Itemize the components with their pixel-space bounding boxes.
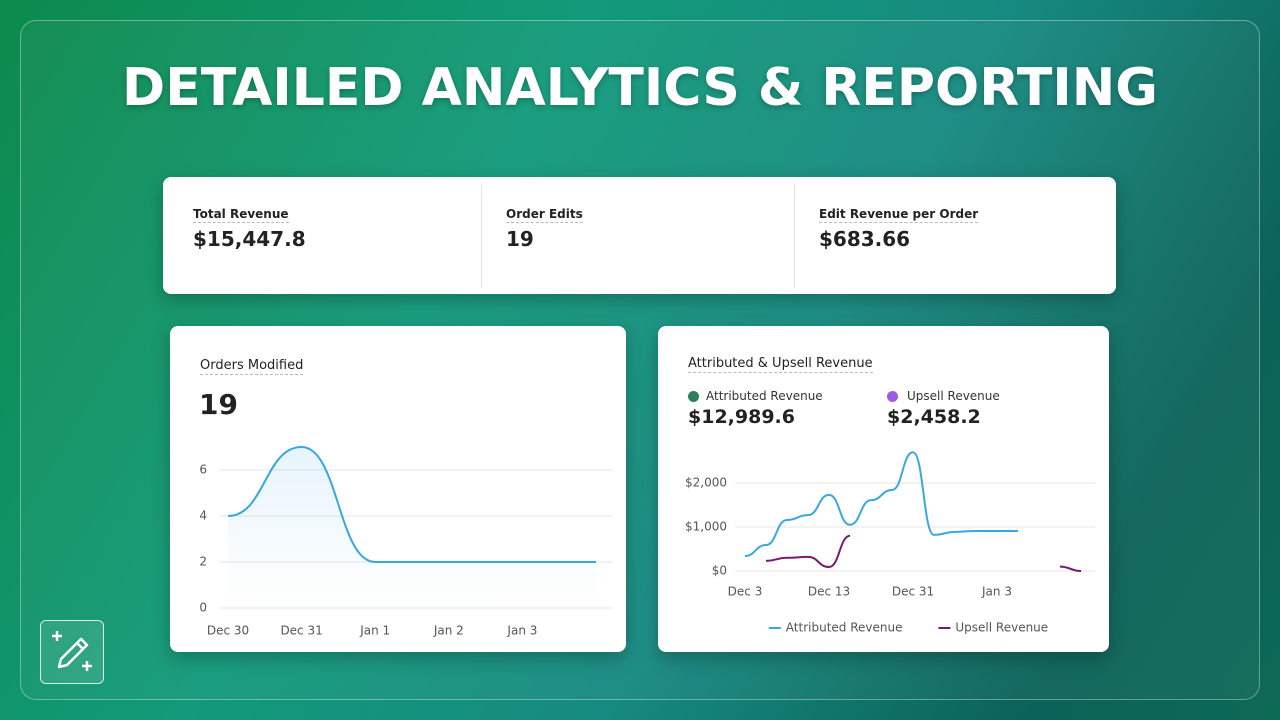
line xyxy=(744,451,1018,558)
kpi-label: Total Revenue xyxy=(193,207,289,223)
y-tick-label: 0 xyxy=(199,601,207,615)
app-icon xyxy=(40,620,104,684)
y-tick-label: $1,000 xyxy=(685,520,727,534)
kpi-card: Total Revenue $15,447.8 Order Edits 19 E… xyxy=(163,177,1116,294)
y-tick-label: $2,000 xyxy=(685,476,727,490)
x-tick-label: Dec 13 xyxy=(808,585,850,599)
y-tick-label: 4 xyxy=(199,509,207,523)
x-tick-label: Jan 2 xyxy=(433,624,464,638)
chart-title: Attributed & Upsell Revenue xyxy=(688,356,873,373)
kpi: Order Edits 19 xyxy=(476,177,789,294)
x-tick-label: Jan 3 xyxy=(506,624,537,638)
chart-title: Orders Modified xyxy=(200,358,304,375)
summary-value: $12,989.6 xyxy=(688,406,795,428)
kpi-value: 19 xyxy=(506,227,534,251)
y-tick-label: $0 xyxy=(712,564,727,578)
summary-dot xyxy=(688,391,699,402)
x-tick-label: Dec 30 xyxy=(207,624,249,638)
summary-label: Upsell Revenue xyxy=(907,389,1000,403)
x-tick-label: Dec 31 xyxy=(892,585,934,599)
kpi-value: $15,447.8 xyxy=(193,227,306,251)
x-tick-label: Dec 31 xyxy=(280,624,322,638)
divider xyxy=(794,183,795,288)
kpi-label: Order Edits xyxy=(506,207,583,223)
kpi: Edit Revenue per Order $683.66 xyxy=(789,177,1109,294)
kpi-value: $683.66 xyxy=(819,227,911,251)
kpi: Total Revenue $15,447.8 xyxy=(163,177,481,294)
x-tick-label: Dec 3 xyxy=(728,585,763,599)
line xyxy=(765,534,851,569)
page-title: DETAILED ANALYTICS & REPORTING xyxy=(122,58,1158,118)
x-tick-label: Jan 1 xyxy=(359,624,390,638)
summary-label: Attributed Revenue xyxy=(706,389,823,403)
line xyxy=(227,445,596,563)
icon-graphic xyxy=(52,631,92,671)
line-area xyxy=(228,447,596,608)
y-tick-label: 2 xyxy=(199,555,207,569)
chart-card xyxy=(658,326,1109,652)
chart-total: 19 xyxy=(199,388,238,421)
line xyxy=(1059,565,1082,572)
legend-label: Upsell Revenue xyxy=(955,621,1048,635)
kpi-label: Edit Revenue per Order xyxy=(819,207,979,223)
summary-dot xyxy=(887,391,898,402)
y-tick-label: 6 xyxy=(199,463,207,477)
legend-label: Attributed Revenue xyxy=(786,621,903,635)
summary-value: $2,458.2 xyxy=(887,406,981,428)
x-tick-label: Jan 3 xyxy=(981,585,1012,599)
divider xyxy=(481,183,482,288)
